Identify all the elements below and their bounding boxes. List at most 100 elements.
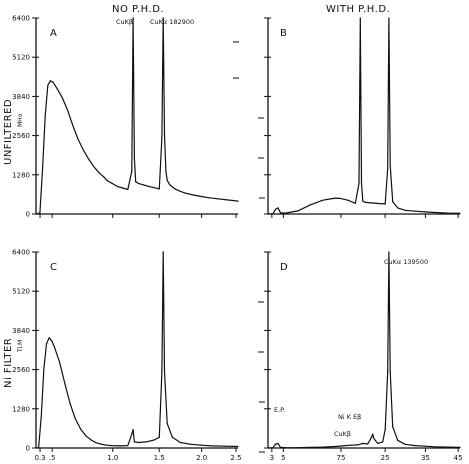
panel-c-label: C	[50, 262, 57, 273]
panel-a-data-point	[224, 199, 226, 201]
panel-c-data-point	[163, 370, 166, 372]
panel-d-data-point	[414, 445, 416, 447]
panel-a-data-point	[116, 185, 118, 187]
panel-b-label: B	[280, 28, 287, 39]
panel-c-data-point	[53, 346, 56, 348]
panel-c-data-point	[64, 383, 66, 385]
panel-d-x-tick-label: 25	[381, 454, 390, 462]
panel-a-y-tick-label: 5120	[12, 54, 30, 62]
panel-d-data-point	[387, 370, 389, 372]
panel-d-data-point	[370, 436, 373, 438]
panel-a-data-point	[98, 172, 100, 174]
panel-d-data-point	[446, 446, 449, 448]
panel-b-data-point	[387, 167, 389, 169]
panel-c-data-point	[179, 441, 181, 444]
panel-c-data-point	[51, 340, 53, 342]
panel-d-data-point	[372, 433, 374, 435]
panel-b-data-point	[284, 212, 287, 214]
panel-a-data-point	[44, 115, 46, 117]
panel-a-data-point	[163, 133, 166, 135]
panel-a-data-point	[72, 124, 74, 126]
panel-b-data-point	[404, 209, 406, 211]
panel-a-y-tick-label: 6400	[12, 15, 30, 23]
panel-c-data-point	[211, 445, 213, 447]
panel-a-data-point	[137, 182, 139, 184]
panel-a-data-point	[52, 81, 54, 83]
panel-b-data-point	[347, 199, 349, 201]
panel-c-data-point	[127, 445, 129, 447]
panel-d-annotation: Ni K Eβ	[338, 413, 361, 421]
panel-b-data-point	[272, 213, 274, 215]
panel-a-data-point	[216, 198, 218, 200]
panel-b-data-point	[339, 197, 341, 199]
panel-d-data-point	[274, 443, 277, 445]
panel-b-data-point	[459, 212, 461, 214]
panel-b-data-point	[388, 17, 390, 19]
panel-d-data-point	[377, 442, 379, 444]
panel-a-data-point	[49, 80, 52, 82]
panel-a-data-point	[179, 190, 181, 192]
panel-b-data-point	[434, 211, 436, 214]
panel-c-x-tick-label: 1.0	[107, 454, 118, 462]
panel-b-data-point	[372, 202, 374, 204]
panel-d-data-point	[384, 429, 386, 431]
panel-d-data-point	[367, 443, 369, 445]
panel-b-data-point	[392, 201, 394, 203]
panel-d-data-point	[373, 438, 375, 440]
panel-d-data-point	[277, 442, 279, 444]
panel-d-data-point	[362, 442, 364, 444]
panel-c-data-point	[166, 422, 168, 425]
panel-a-data-point	[133, 158, 135, 160]
panel-c-data-point	[59, 361, 61, 363]
panel-d-data-point	[349, 444, 351, 446]
panel-d-data-point	[397, 439, 399, 441]
panel-b-data-point	[277, 207, 279, 209]
panel-a-series-line	[35, 17, 239, 215]
panel-c-x-tick-label: 2.0	[196, 454, 207, 462]
panel-b-data-point	[424, 211, 426, 213]
panel-a-data-point	[200, 195, 202, 198]
panel-a-data-point	[161, 136, 163, 138]
panel-c-x-tick-label: 0.3	[34, 454, 45, 462]
panel-c-data-point	[153, 439, 155, 441]
panel-c-data-point	[237, 445, 239, 448]
panel-a-data-point	[82, 149, 84, 151]
panel-c-series-line	[35, 251, 239, 449]
panel-b-data-point	[354, 202, 356, 204]
panel-a: A 6400 5120 3840 2560 1280 0 CuKβ CuKα 182900	[12, 15, 265, 219]
row-label-ni-filter: Ni FILTER	[3, 338, 14, 388]
panel-b-data-point	[379, 203, 381, 205]
panel-b-data-point	[267, 213, 269, 215]
panel-c: C 6400 5120 3840 2560 1280 0 0.3 .5 1.0 1.5 2.0 2.5	[12, 249, 265, 462]
panel-a-data-point	[56, 87, 58, 89]
panel-b-data-point	[389, 164, 391, 166]
panel-a-data-point	[47, 84, 49, 86]
panel-c-y-tick-label: 5120	[12, 288, 30, 296]
panel-a-data-point	[77, 138, 79, 140]
panel-c-data-point	[200, 444, 202, 446]
panel-d-x-tick-label: 3	[270, 454, 274, 462]
panel-a-data-point	[127, 188, 129, 191]
panel-d-label: D	[280, 262, 288, 273]
panel-d-x-tick-label: 75	[336, 454, 345, 462]
panel-d-data-point	[357, 444, 359, 446]
panel-a-data-point	[66, 109, 69, 111]
panel-d-data-point	[284, 447, 287, 449]
panel-a-data-point	[122, 187, 124, 189]
panel-c-data-point	[171, 436, 173, 438]
panel-a-data-point	[131, 170, 133, 172]
panel-c-data-point	[224, 445, 226, 447]
panel-a-data-point	[165, 170, 167, 172]
panel-c-y-tick-label: 6400	[12, 249, 30, 257]
panel-b-data-point	[446, 212, 449, 214]
panel-b-data-point	[297, 210, 299, 212]
panel-a-data-point	[106, 179, 108, 181]
panel-d-data-point	[309, 446, 311, 448]
panel-a-data-point	[162, 17, 164, 19]
row-label-ni-filter-unit: Ti.M	[17, 340, 24, 353]
panel-c-data-point	[90, 439, 92, 441]
panel-c-data-point	[74, 418, 76, 420]
panel-a-y-tick-label: 0	[26, 211, 30, 219]
panel-c-data-point	[111, 445, 113, 447]
panel-b-data-point	[309, 204, 311, 206]
